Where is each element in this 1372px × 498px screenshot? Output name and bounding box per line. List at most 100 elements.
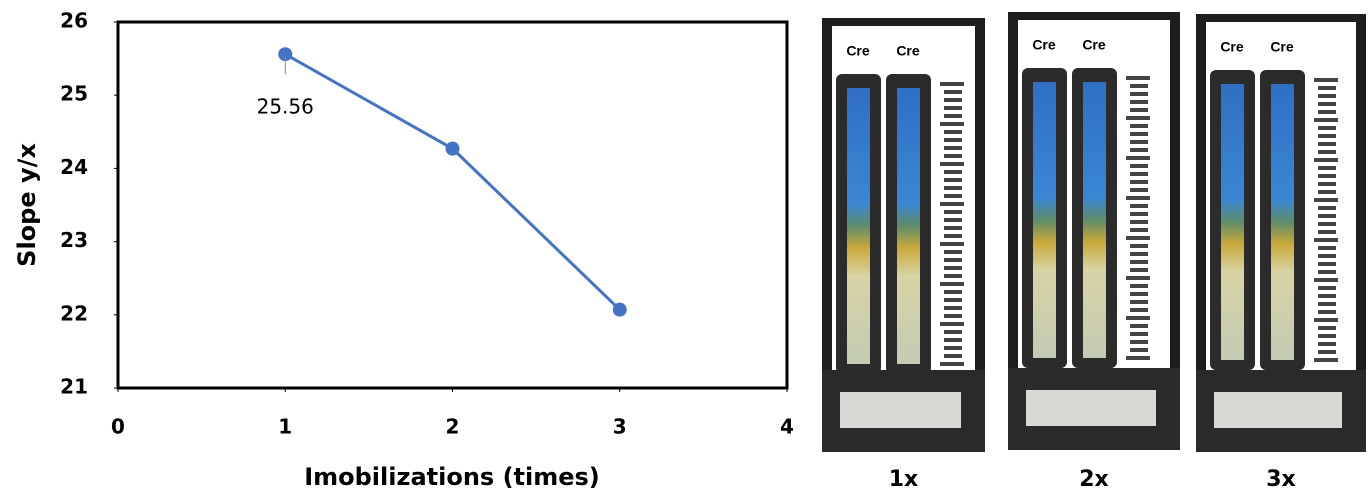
scale-tick (1130, 92, 1148, 96)
scale-tick (1318, 134, 1336, 138)
scale-tick (944, 218, 962, 222)
scale-tick (944, 98, 962, 102)
scale-tick (1318, 142, 1336, 146)
scale-tick (1314, 158, 1338, 162)
scale-tick (1318, 94, 1336, 98)
scale-tick (944, 210, 962, 214)
scale-tick (1130, 324, 1148, 328)
scale-tick (940, 202, 964, 206)
scale-tick (944, 354, 962, 358)
scale-tick (1130, 172, 1148, 176)
scale-tick (940, 122, 964, 126)
x-tick-label: 2 (446, 415, 460, 439)
scale-tick (1318, 294, 1336, 298)
scale-tick (1130, 188, 1148, 192)
scale-tick (940, 82, 964, 86)
figure: Imobilizations (times) Slope y/x 2122232… (0, 0, 1372, 498)
scale-tick (1318, 350, 1336, 354)
scale-tick (1314, 198, 1338, 202)
scale-tick (1130, 268, 1148, 272)
strip-label: Cre (1270, 39, 1294, 55)
scale-tick (1318, 302, 1336, 306)
panel-label: 3x (1266, 467, 1296, 492)
scale-tick (1318, 86, 1336, 90)
scale-tick (940, 162, 964, 166)
scale-tick (944, 226, 962, 230)
scale-tick (940, 362, 964, 366)
scale-tick (1130, 124, 1148, 128)
scale-tick (944, 338, 962, 342)
scale-tick (1318, 174, 1336, 178)
x-axis-title: Imobilizations (times) (304, 463, 600, 491)
scale-tick (1126, 236, 1150, 240)
scale-tick (1126, 116, 1150, 120)
point (613, 303, 627, 317)
scale-tick (944, 298, 962, 302)
scale-tick (1318, 262, 1336, 266)
scale-tick (1130, 108, 1148, 112)
scale-tick (944, 106, 962, 110)
strip-label: Cre (1220, 39, 1244, 55)
strip (1083, 82, 1106, 358)
scale-tick (940, 242, 964, 246)
sensor-window (1026, 390, 1156, 426)
scale-tick (1318, 182, 1336, 186)
scale-tick (1318, 190, 1336, 194)
scale-tick (1318, 326, 1336, 330)
scale-tick (944, 266, 962, 270)
x-tick-label: 0 (111, 415, 125, 439)
strip (897, 88, 920, 364)
panel-label: 1x (889, 467, 919, 492)
scale-tick (1130, 164, 1148, 168)
scale-tick (1314, 78, 1338, 82)
y-tick-label: 21 (60, 375, 88, 399)
line (285, 54, 620, 309)
point (446, 142, 460, 156)
scale-tick (1130, 140, 1148, 144)
scale-tick (1130, 252, 1148, 256)
scale-tick (1130, 100, 1148, 104)
scale-tick (1130, 244, 1148, 248)
scale-tick (944, 90, 962, 94)
scale-tick (944, 346, 962, 350)
data-label: 25.56 (257, 95, 314, 119)
scale-tick (1318, 222, 1336, 226)
scale-tick (1130, 332, 1148, 336)
scale-tick (1318, 254, 1336, 258)
strip (1221, 84, 1244, 360)
scale-tick (944, 250, 962, 254)
y-tick-label: 26 (60, 9, 88, 33)
strip-label: Cre (896, 43, 920, 59)
scale-tick (1130, 284, 1148, 288)
scale-tick (944, 330, 962, 334)
sensor-window (1214, 392, 1342, 428)
scale-tick (1318, 310, 1336, 314)
scale-tick (944, 170, 962, 174)
scale-tick (1318, 246, 1336, 250)
scale-tick (944, 194, 962, 198)
scale-tick (1130, 340, 1148, 344)
scale-tick (944, 258, 962, 262)
scale-tick (1126, 276, 1150, 280)
strip-label: Cre (1082, 37, 1106, 53)
scale-tick (1314, 118, 1338, 122)
scale-tick (1126, 156, 1150, 160)
scale-tick (944, 130, 962, 134)
sensor-window (840, 392, 961, 428)
y-tick-label: 23 (60, 228, 88, 252)
scale-tick (1130, 348, 1148, 352)
y-tick-label: 22 (60, 301, 88, 325)
x-tick-label: 1 (278, 415, 292, 439)
plot-frame (118, 22, 787, 388)
scale-tick (1130, 292, 1148, 296)
scale-tick (1126, 196, 1150, 200)
scale-tick (1130, 228, 1148, 232)
scale-tick (1126, 76, 1150, 80)
scale-tick (1314, 318, 1338, 322)
scale-tick (944, 234, 962, 238)
scale-tick (1314, 278, 1338, 282)
scale-tick (944, 274, 962, 278)
x-tick-label: 4 (780, 415, 794, 439)
strip-label: Cre (846, 43, 870, 59)
scale-tick (1314, 358, 1338, 362)
